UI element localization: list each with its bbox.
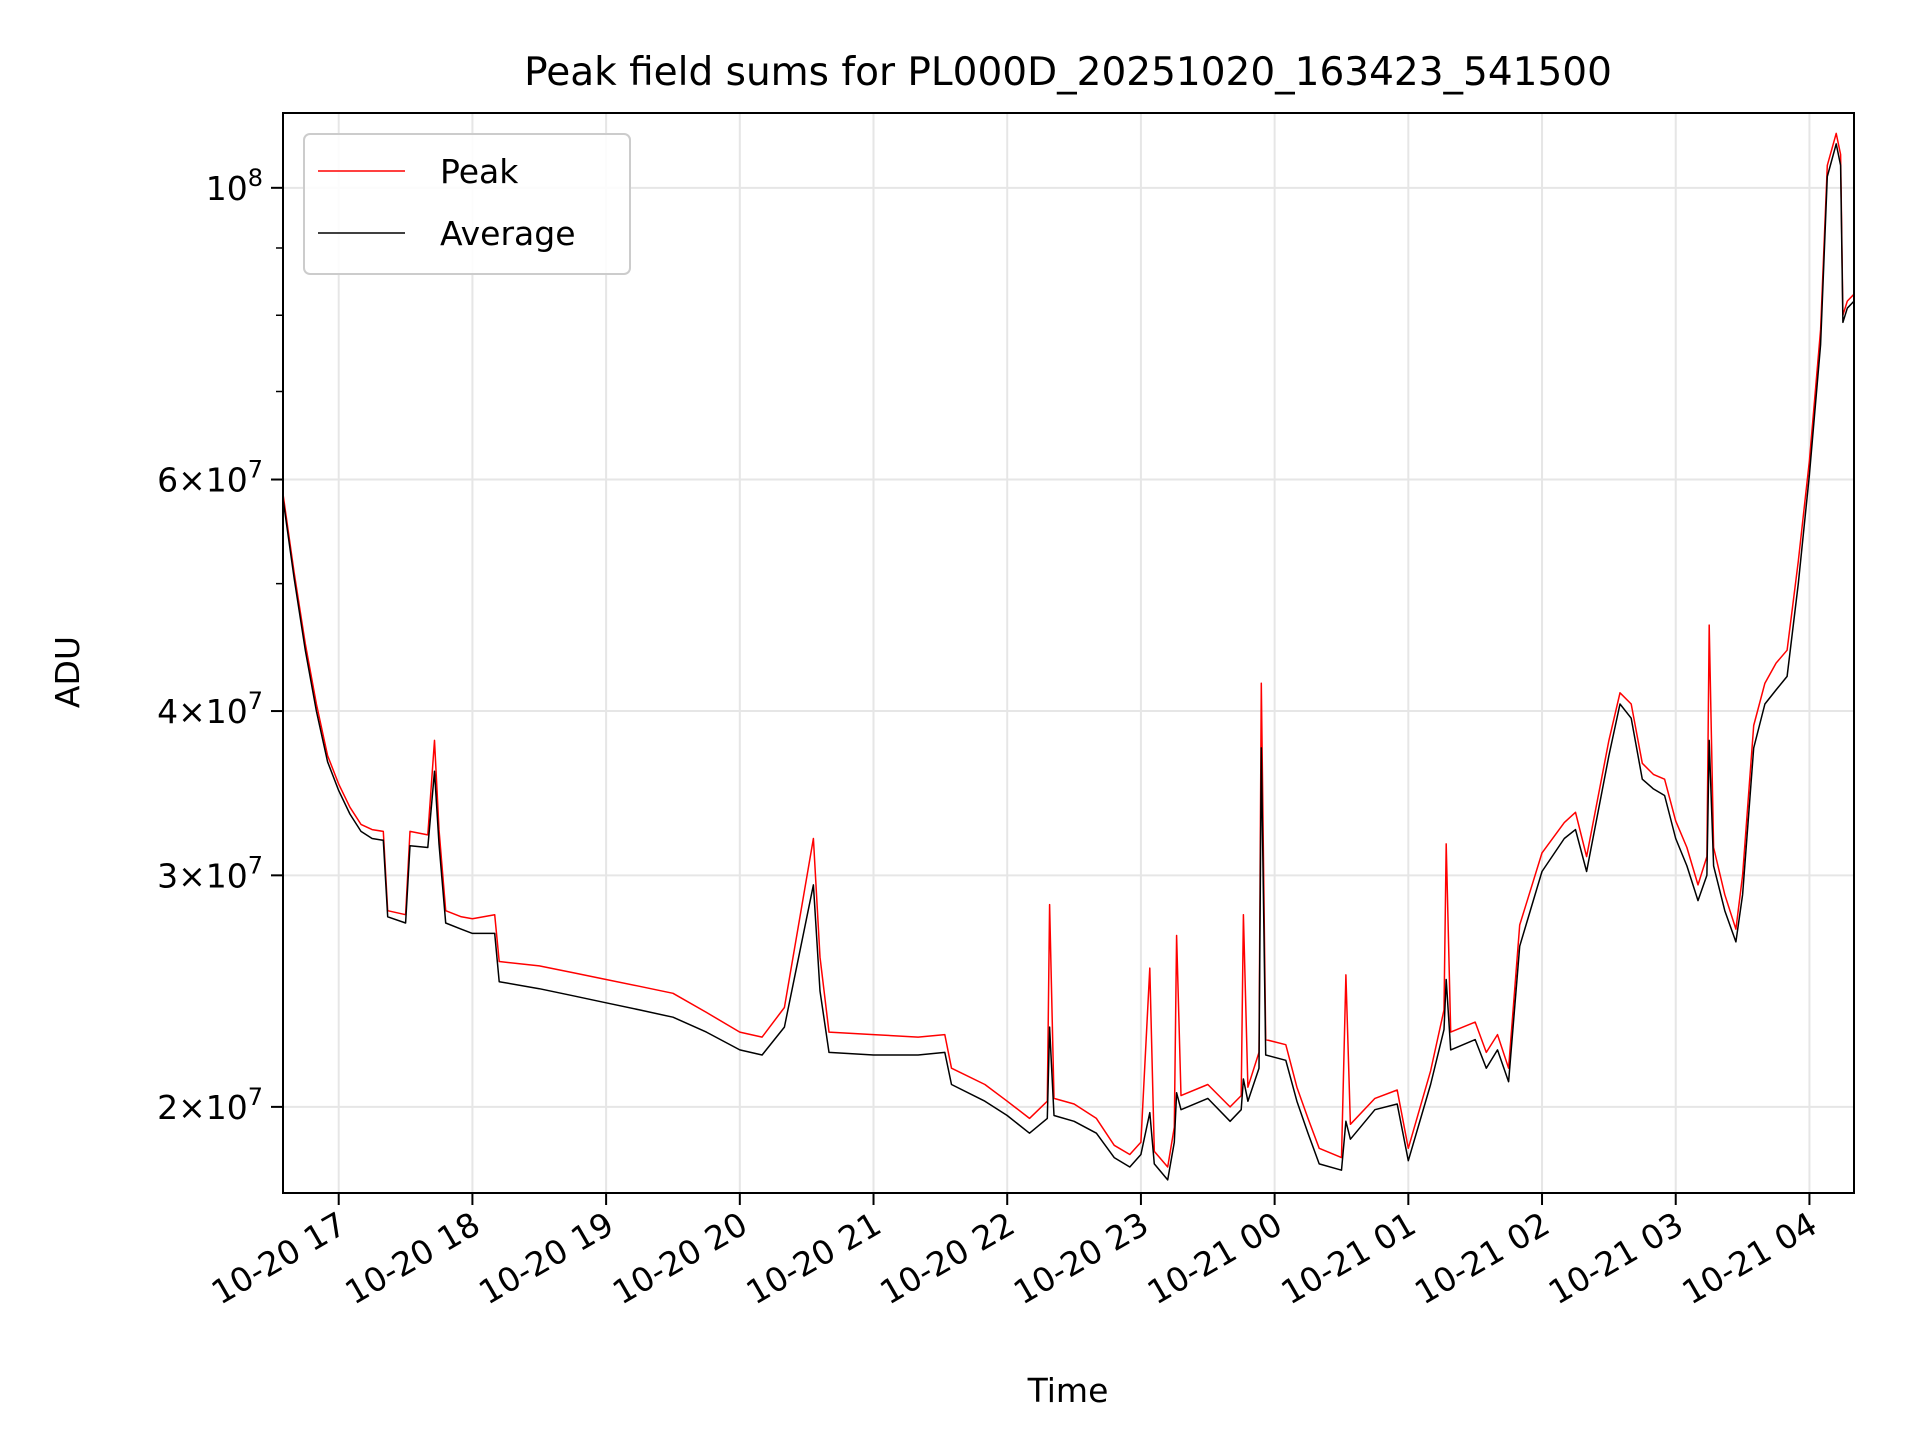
y-tick-label-exponent: 7	[248, 851, 263, 879]
legend-box	[303, 133, 631, 275]
y-tick-label-base: 3×10	[157, 856, 248, 895]
y-tick-label: 3×107	[157, 851, 263, 895]
y-tick-label-base: 4×10	[157, 692, 248, 731]
y-tick-label: 2×107	[157, 1083, 263, 1127]
y-tick-label-exponent: 8	[248, 164, 263, 192]
y-tick-label-base: 6×10	[157, 461, 248, 500]
x-tick-label: 10-20 19	[472, 1204, 620, 1312]
x-tick-label: 10-21 03	[1542, 1204, 1690, 1312]
y-tick-label: 6×107	[157, 456, 263, 500]
x-tick-label: 10-21 04	[1675, 1204, 1823, 1312]
x-tick-label: 10-20 21	[740, 1204, 888, 1312]
x-tick-label: 10-20 20	[606, 1204, 754, 1312]
series-line-peak	[282, 132, 1855, 1168]
plot-series	[282, 132, 1855, 1181]
x-tick-label: 10-20 23	[1007, 1204, 1155, 1312]
y-tick-label-exponent: 7	[248, 687, 263, 715]
y-tick-label-exponent: 7	[248, 1083, 263, 1111]
chart-title: Peak field sums for PL000D_20251020_1634…	[524, 50, 1612, 95]
legend: Peak Average	[303, 133, 631, 275]
y-tick-label: 108	[206, 164, 263, 208]
x-tick-label: 10-20 22	[873, 1204, 1021, 1312]
x-tick-label: 10-20 18	[338, 1204, 486, 1312]
grid	[283, 113, 1854, 1193]
legend-label-peak: Peak	[440, 152, 519, 191]
axes-frame	[282, 112, 1855, 1194]
y-tick-label-base: 2×10	[157, 1088, 248, 1127]
y-axis-label: ADU	[48, 636, 87, 708]
y-tick-label-base: 10	[206, 169, 248, 208]
x-tick-label: 10-21 01	[1274, 1204, 1422, 1312]
legend-label-average: Average	[440, 214, 576, 253]
series-line-average	[282, 143, 1855, 1181]
x-axis-label: Time	[1027, 1371, 1109, 1410]
x-tick-label: 10-20 17	[205, 1204, 353, 1312]
y-tick-label-exponent: 7	[248, 456, 263, 484]
x-tick-label: 10-21 02	[1408, 1204, 1556, 1312]
y-tick-label: 4×107	[157, 687, 263, 731]
x-tick-label: 10-21 00	[1141, 1204, 1289, 1312]
